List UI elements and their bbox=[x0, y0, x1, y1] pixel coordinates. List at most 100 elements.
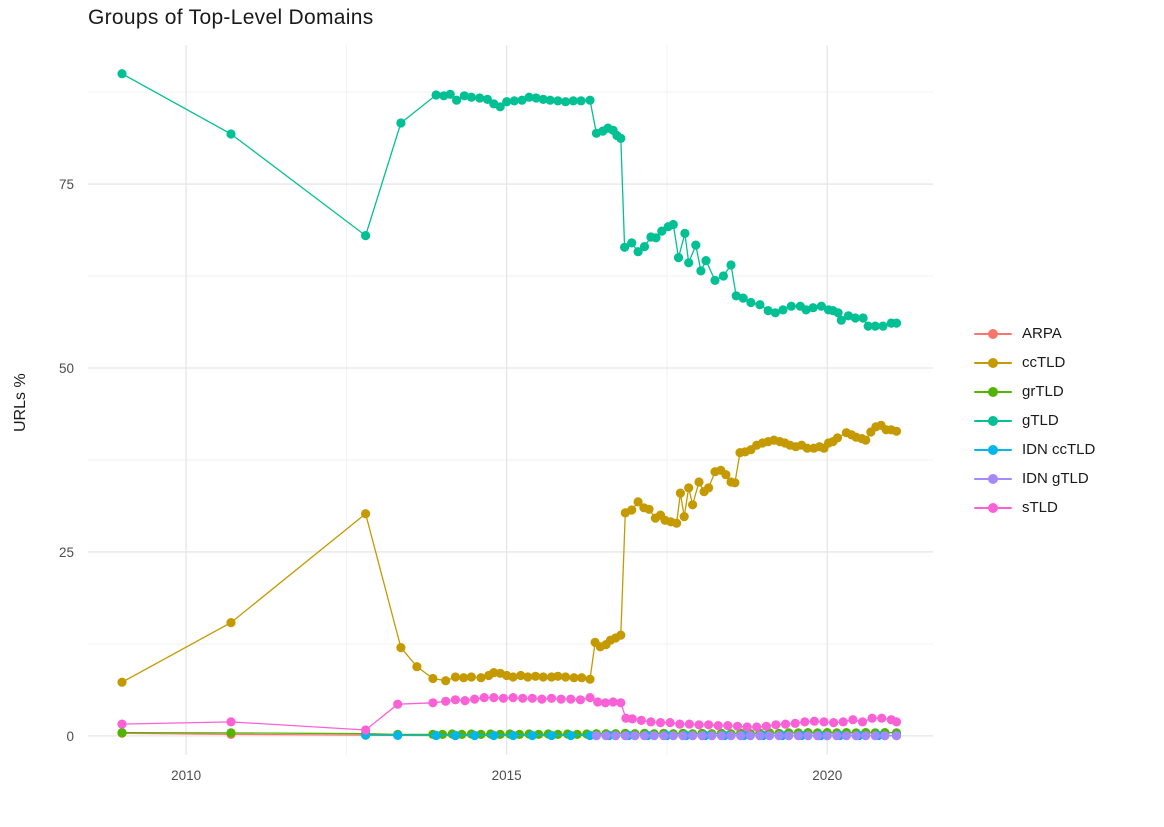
data-point bbox=[566, 730, 576, 741]
x-axis-tick-labels: 2010 2015 2020 bbox=[171, 768, 842, 783]
data-point bbox=[396, 643, 406, 653]
data-point bbox=[498, 693, 508, 703]
data-point bbox=[627, 505, 637, 515]
data-point bbox=[396, 118, 406, 128]
data-point bbox=[829, 718, 839, 728]
data-point bbox=[684, 483, 694, 493]
data-point bbox=[718, 271, 729, 281]
data-point bbox=[636, 715, 646, 726]
data-point bbox=[508, 672, 518, 682]
data-point bbox=[857, 717, 868, 727]
legend-item-arpa: ARPA bbox=[974, 319, 1095, 348]
data-point bbox=[790, 718, 800, 729]
data-point bbox=[556, 694, 566, 704]
data-point bbox=[732, 721, 743, 731]
data-point bbox=[117, 677, 127, 687]
data-point bbox=[616, 630, 626, 640]
data-point bbox=[616, 133, 626, 143]
data-point bbox=[688, 731, 698, 741]
data-point bbox=[546, 730, 557, 741]
data-point bbox=[713, 721, 723, 731]
legend-key-gtld-icon bbox=[974, 413, 1012, 429]
legend-item-grtld: grTLD bbox=[974, 377, 1095, 406]
data-point bbox=[861, 435, 871, 445]
data-point bbox=[591, 731, 602, 741]
data-point bbox=[755, 731, 765, 741]
data-point bbox=[569, 673, 579, 683]
data-point bbox=[530, 671, 541, 681]
data-point bbox=[577, 673, 587, 683]
data-point bbox=[858, 313, 868, 323]
data-point bbox=[633, 497, 643, 507]
data-point bbox=[736, 731, 746, 741]
data-point bbox=[723, 721, 733, 731]
data-point bbox=[786, 301, 796, 311]
data-point bbox=[716, 731, 727, 741]
data-point bbox=[518, 693, 528, 703]
data-point bbox=[585, 730, 595, 741]
data-point bbox=[616, 698, 626, 708]
data-point bbox=[611, 731, 621, 741]
legend-label-idn-gtld: IDN gTLD bbox=[1022, 470, 1089, 487]
minor-gridlines bbox=[88, 45, 933, 755]
data-point bbox=[832, 433, 843, 443]
data-point bbox=[848, 715, 858, 725]
legend-label-stld: sTLD bbox=[1022, 499, 1058, 516]
data-point bbox=[527, 730, 537, 741]
legend-label-arpa: ARPA bbox=[1022, 325, 1062, 342]
data-point bbox=[891, 731, 902, 741]
data-point bbox=[545, 95, 555, 105]
legend-key-cctld-icon bbox=[974, 355, 1012, 371]
data-point bbox=[470, 694, 480, 704]
data-point bbox=[726, 731, 736, 741]
data-point bbox=[843, 311, 854, 321]
data-point bbox=[393, 699, 403, 709]
data-point bbox=[546, 693, 557, 703]
x-tick-label: 2020 bbox=[812, 768, 842, 783]
data-point bbox=[489, 730, 499, 741]
data-point bbox=[746, 297, 756, 308]
data-point bbox=[431, 730, 441, 741]
data-point bbox=[226, 728, 236, 738]
series-cctld bbox=[117, 420, 902, 687]
data-point bbox=[585, 95, 595, 105]
data-point bbox=[649, 731, 659, 741]
data-point bbox=[891, 426, 902, 436]
data-point bbox=[538, 94, 548, 104]
legend-label-gtld: gTLD bbox=[1022, 412, 1059, 429]
data-point bbox=[696, 266, 706, 276]
chart-title: Groups of Top-Level Domains bbox=[88, 6, 374, 29]
data-point bbox=[489, 693, 499, 703]
data-point bbox=[470, 730, 480, 741]
data-point bbox=[833, 308, 843, 318]
data-point bbox=[482, 94, 492, 104]
data-point bbox=[774, 731, 784, 741]
data-point bbox=[665, 718, 675, 728]
data-point bbox=[659, 731, 669, 741]
data-point bbox=[226, 129, 236, 139]
legend-key-stld-icon bbox=[974, 500, 1012, 516]
data-point bbox=[838, 717, 848, 727]
data-point bbox=[861, 731, 871, 741]
data-point bbox=[646, 717, 656, 727]
legend-item-gtld: gTLD bbox=[974, 406, 1095, 435]
data-point bbox=[502, 97, 512, 107]
data-point bbox=[575, 695, 586, 705]
data-point bbox=[850, 313, 861, 323]
data-point bbox=[763, 306, 773, 316]
data-point bbox=[524, 92, 534, 102]
data-point bbox=[431, 90, 441, 100]
data-point bbox=[117, 728, 127, 738]
data-point bbox=[851, 731, 861, 741]
data-point bbox=[784, 731, 794, 741]
data-point bbox=[516, 670, 526, 681]
data-point bbox=[822, 731, 832, 741]
data-point bbox=[841, 731, 852, 741]
data-point bbox=[684, 258, 694, 268]
data-point bbox=[707, 731, 717, 741]
x-tick-label: 2010 bbox=[171, 768, 201, 783]
data-point bbox=[675, 488, 686, 498]
data-point bbox=[393, 730, 403, 741]
data-point bbox=[495, 102, 505, 112]
